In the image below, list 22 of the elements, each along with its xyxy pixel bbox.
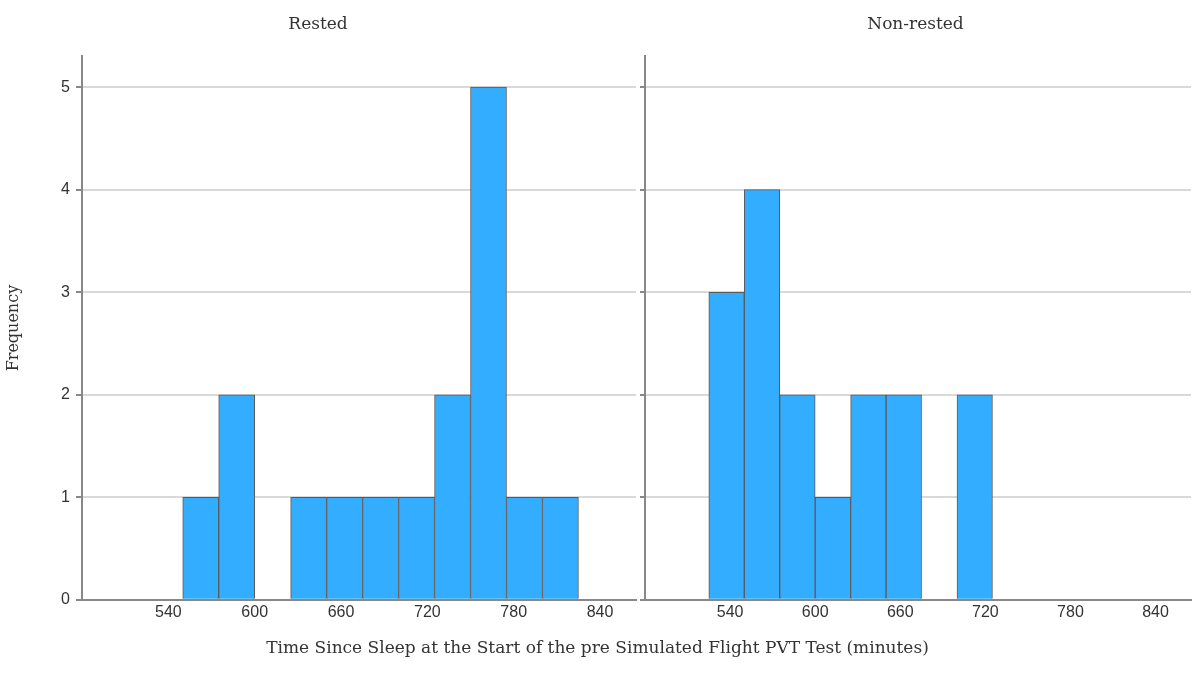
x-tick-label: 600 (801, 602, 829, 620)
x-axis-title: Time Since Sleep at the Start of the pre Simulated Flight PVT Test (minutes) (265, 637, 930, 657)
x-tick-label: 540 (154, 602, 182, 620)
y-tick-label: 2 (61, 385, 71, 403)
chart-title: Rested (288, 12, 348, 33)
x-tick-label: 780 (500, 602, 528, 620)
y-tick-label: 5 (61, 77, 71, 95)
y-tick-label: 4 (61, 180, 71, 198)
x-tick-label: 660 (886, 602, 914, 620)
x-tick-label: 660 (327, 602, 355, 620)
chart-title: Non-rested (867, 12, 964, 33)
y-tick-label: 1 (61, 487, 71, 505)
x-tick-label: 840 (1142, 602, 1169, 620)
y-tick-label: 3 (61, 282, 71, 300)
y-axis-title: Frequency (2, 284, 22, 372)
x-tick-label: 720 (972, 602, 999, 620)
x-tick-label: 780 (1057, 602, 1084, 620)
x-tick-label: 840 (586, 602, 614, 620)
y-tick-label: 0 (61, 590, 71, 608)
x-tick-label: 720 (414, 602, 441, 620)
x-tick-label: 600 (241, 602, 269, 620)
x-tick-label: 540 (716, 602, 744, 620)
